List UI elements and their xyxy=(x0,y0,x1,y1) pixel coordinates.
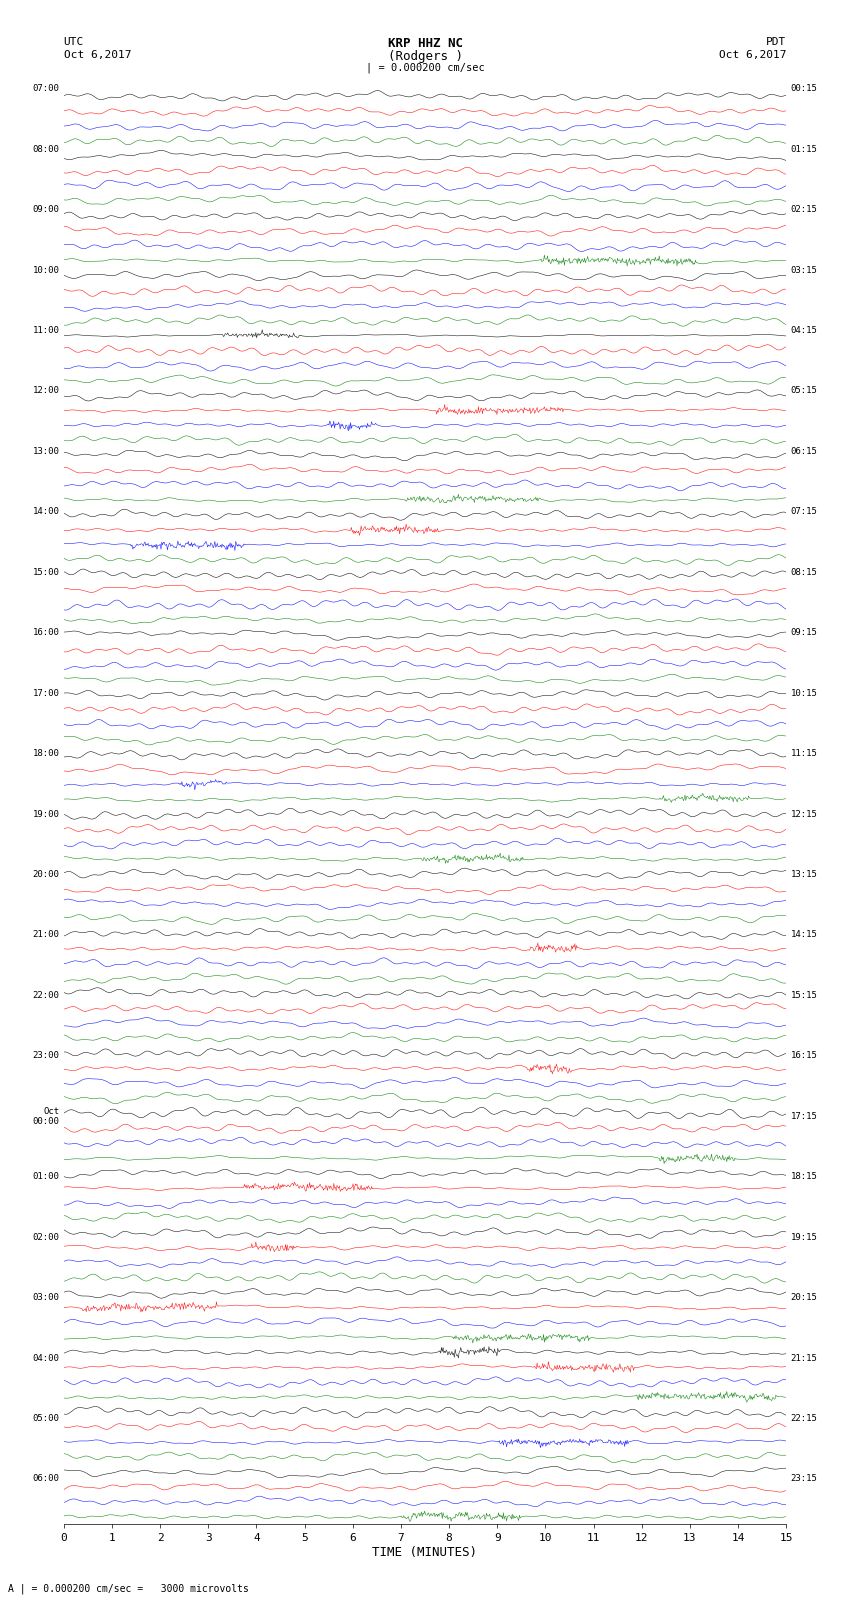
Text: 08:15: 08:15 xyxy=(790,568,818,577)
Text: 20:15: 20:15 xyxy=(790,1294,818,1302)
Text: 21:15: 21:15 xyxy=(790,1353,818,1363)
Text: 16:00: 16:00 xyxy=(32,627,60,637)
Text: 19:00: 19:00 xyxy=(32,810,60,818)
Text: 10:15: 10:15 xyxy=(790,689,818,698)
Text: 12:00: 12:00 xyxy=(32,387,60,395)
Text: Oct 6,2017: Oct 6,2017 xyxy=(64,50,131,60)
Text: 19:15: 19:15 xyxy=(790,1232,818,1242)
Text: 15:15: 15:15 xyxy=(790,990,818,1000)
Text: 01:00: 01:00 xyxy=(32,1173,60,1181)
Text: 18:15: 18:15 xyxy=(790,1173,818,1181)
Text: 04:15: 04:15 xyxy=(790,326,818,336)
Text: 12:15: 12:15 xyxy=(790,810,818,818)
Text: 13:00: 13:00 xyxy=(32,447,60,456)
Text: 13:15: 13:15 xyxy=(790,869,818,879)
Text: 07:00: 07:00 xyxy=(32,84,60,94)
Text: 04:00: 04:00 xyxy=(32,1353,60,1363)
Text: 08:00: 08:00 xyxy=(32,145,60,153)
Text: 16:15: 16:15 xyxy=(790,1052,818,1060)
Text: 17:15: 17:15 xyxy=(790,1111,818,1121)
Text: 23:00: 23:00 xyxy=(32,1052,60,1060)
Text: 22:15: 22:15 xyxy=(790,1415,818,1423)
Text: PDT: PDT xyxy=(766,37,786,47)
Text: 03:00: 03:00 xyxy=(32,1294,60,1302)
Text: 20:00: 20:00 xyxy=(32,869,60,879)
Text: 06:15: 06:15 xyxy=(790,447,818,456)
Text: 18:00: 18:00 xyxy=(32,748,60,758)
Text: 17:00: 17:00 xyxy=(32,689,60,698)
Text: 21:00: 21:00 xyxy=(32,931,60,939)
Text: Oct 6,2017: Oct 6,2017 xyxy=(719,50,786,60)
Text: (Rodgers ): (Rodgers ) xyxy=(388,50,462,63)
Text: 23:15: 23:15 xyxy=(790,1474,818,1484)
Text: KRP HHZ NC: KRP HHZ NC xyxy=(388,37,462,50)
Text: 01:15: 01:15 xyxy=(790,145,818,153)
Text: Oct
00:00: Oct 00:00 xyxy=(32,1107,60,1126)
Text: 09:15: 09:15 xyxy=(790,627,818,637)
X-axis label: TIME (MINUTES): TIME (MINUTES) xyxy=(372,1547,478,1560)
Text: 00:15: 00:15 xyxy=(790,84,818,94)
Text: 11:15: 11:15 xyxy=(790,748,818,758)
Text: UTC: UTC xyxy=(64,37,84,47)
Text: 14:15: 14:15 xyxy=(790,931,818,939)
Text: 07:15: 07:15 xyxy=(790,508,818,516)
Text: 05:00: 05:00 xyxy=(32,1415,60,1423)
Text: 02:15: 02:15 xyxy=(790,205,818,215)
Text: 22:00: 22:00 xyxy=(32,990,60,1000)
Text: A | = 0.000200 cm/sec =   3000 microvolts: A | = 0.000200 cm/sec = 3000 microvolts xyxy=(8,1582,249,1594)
Text: 09:00: 09:00 xyxy=(32,205,60,215)
Text: 06:00: 06:00 xyxy=(32,1474,60,1484)
Text: | = 0.000200 cm/sec: | = 0.000200 cm/sec xyxy=(366,63,484,74)
Text: 11:00: 11:00 xyxy=(32,326,60,336)
Text: 10:00: 10:00 xyxy=(32,266,60,274)
Text: 03:15: 03:15 xyxy=(790,266,818,274)
Text: 05:15: 05:15 xyxy=(790,387,818,395)
Text: 14:00: 14:00 xyxy=(32,508,60,516)
Text: 02:00: 02:00 xyxy=(32,1232,60,1242)
Text: 15:00: 15:00 xyxy=(32,568,60,577)
